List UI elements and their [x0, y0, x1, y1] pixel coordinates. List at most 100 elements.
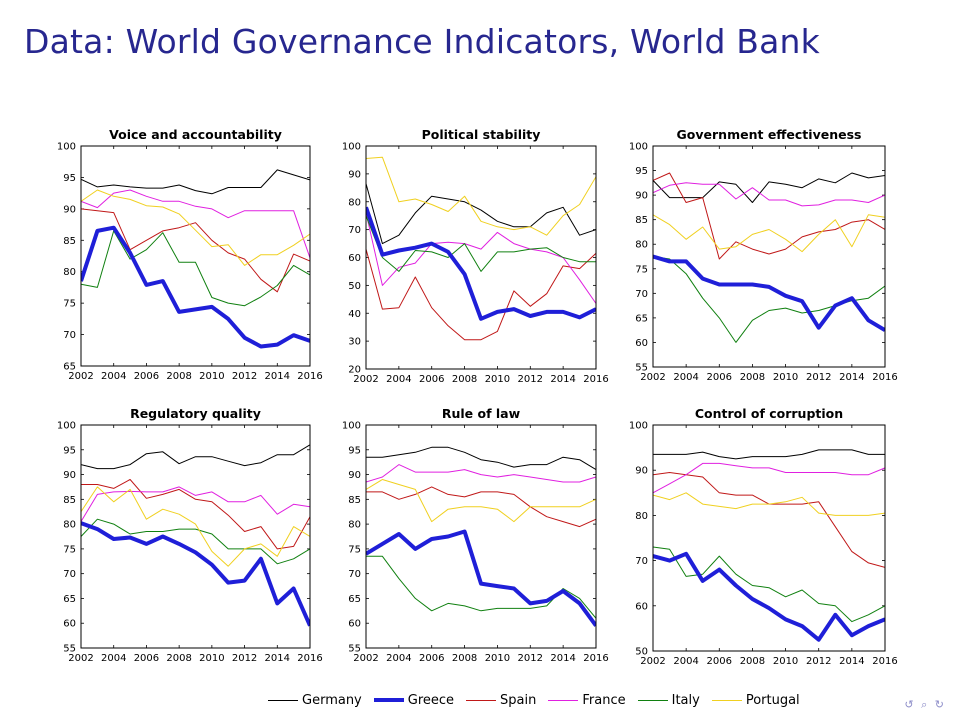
- chart-panel-4: Regulatory quality 2002 2004 2006 2008 2010 20…: [57, 406, 323, 664]
- x-tick-label: 2012: [806, 656, 831, 667]
- navigation-icons[interactable]: ↺ ⌕ ↻: [904, 698, 946, 711]
- legend: Germany Greece Spain France Italy Portugal: [268, 690, 800, 710]
- x-tick-label: 2014: [550, 653, 575, 664]
- y-tick-label: 75: [348, 544, 361, 555]
- legend-label: France: [582, 692, 626, 708]
- series-line-germany: [81, 169, 310, 195]
- x-tick-label: 2008: [740, 372, 765, 383]
- chart-title: Regulatory quality: [130, 406, 261, 421]
- chart-title: Voice and accountability: [109, 127, 282, 142]
- series-line-italy: [653, 546, 885, 623]
- series-line-germany: [653, 172, 885, 203]
- y-tick-label: 55: [348, 644, 361, 655]
- x-tick-label: 2010: [485, 374, 510, 385]
- series-line-portugal: [653, 214, 885, 253]
- series-line-greece: [653, 254, 885, 332]
- legend-label: Spain: [500, 692, 537, 708]
- series-line-spain: [81, 479, 310, 550]
- y-tick-label: 95: [63, 445, 76, 456]
- x-tick-label: 2010: [773, 656, 798, 667]
- series-line-germany: [653, 449, 885, 460]
- x-tick-label: 2014: [265, 371, 290, 382]
- x-tick-label: 2006: [707, 656, 732, 667]
- y-tick-label: 100: [629, 421, 648, 432]
- x-tick-label: 2010: [199, 371, 224, 382]
- y-tick-label: 75: [635, 264, 648, 275]
- x-tick-label: 2004: [673, 656, 698, 667]
- plot-frame: [652, 424, 886, 652]
- y-tick-label: 30: [348, 337, 361, 348]
- y-tick-label: 70: [635, 556, 648, 567]
- x-tick-label: 2014: [839, 656, 864, 667]
- series-line-italy: [366, 215, 596, 272]
- series-line-italy: [81, 518, 310, 565]
- legend-label: Portugal: [745, 692, 800, 708]
- series-line-portugal: [366, 156, 596, 236]
- y-tick-label: 55: [635, 363, 648, 374]
- legend-entry-france: France: [548, 692, 626, 708]
- x-tick-label: 2016: [583, 653, 608, 664]
- series-line-portugal: [366, 479, 596, 523]
- plot-frame: [365, 145, 597, 370]
- legend-swatch: [466, 699, 497, 701]
- x-tick-label: 2008: [452, 374, 477, 385]
- x-tick-label: 2006: [419, 374, 444, 385]
- y-tick-label: 60: [635, 338, 648, 349]
- x-tick-label: 2008: [166, 653, 191, 664]
- legend-swatch: [548, 699, 579, 701]
- legend-entry-germany: Germany: [268, 693, 362, 708]
- y-tick-label: 100: [629, 142, 648, 153]
- series-line-portugal: [81, 486, 310, 567]
- y-tick-label: 80: [348, 197, 361, 208]
- x-tick-label: 2012: [806, 372, 831, 383]
- y-tick-label: 70: [63, 330, 76, 341]
- series-line-germany: [366, 183, 596, 245]
- legend-label: Greece: [407, 692, 455, 708]
- y-tick-label: 100: [57, 421, 76, 432]
- y-tick-label: 100: [342, 142, 361, 153]
- legend-label: Germany: [302, 692, 362, 708]
- x-tick-label: 2014: [839, 372, 864, 383]
- y-tick-label: 60: [635, 601, 648, 612]
- y-tick-label: 65: [635, 313, 648, 324]
- y-tick-label: 80: [635, 511, 648, 522]
- x-tick-label: 2016: [583, 374, 608, 385]
- y-tick-label: 70: [348, 225, 361, 236]
- legend-swatch: [711, 699, 742, 701]
- x-tick-label: 2004: [673, 372, 698, 383]
- series-line-france: [366, 464, 596, 483]
- chart-title: Government effectiveness: [677, 127, 862, 142]
- series-line-italy: [366, 555, 596, 619]
- y-tick-label: 60: [63, 619, 76, 630]
- y-tick-label: 90: [63, 204, 76, 215]
- y-tick-label: 40: [348, 309, 361, 320]
- y-tick-label: 55: [63, 644, 76, 655]
- x-tick-label: 2002: [353, 374, 378, 385]
- chart-panel-3: Government effectiveness 2002 2004 2006 2008…: [629, 127, 898, 383]
- x-tick-label: 2010: [773, 372, 798, 383]
- y-tick-label: 85: [635, 215, 648, 226]
- series-line-france: [81, 189, 310, 259]
- y-tick-label: 90: [348, 470, 361, 481]
- y-tick-label: 80: [63, 520, 76, 531]
- series-line-greece: [366, 529, 596, 627]
- y-tick-label: 65: [63, 594, 76, 605]
- y-tick-label: 75: [63, 299, 76, 310]
- x-tick-label: 2004: [386, 374, 411, 385]
- x-tick-label: 2016: [297, 371, 322, 382]
- series-line-france: [653, 182, 885, 207]
- plot-frame: [80, 424, 311, 649]
- y-tick-label: 85: [63, 495, 76, 506]
- chart-title: Rule of law: [442, 406, 521, 421]
- x-tick-label: 2016: [872, 372, 897, 383]
- legend-entry-greece: Greece: [373, 692, 455, 708]
- legend-label: Italy: [671, 692, 700, 708]
- legend-swatch: [268, 699, 298, 701]
- y-tick-label: 60: [348, 619, 361, 630]
- chart-title: Political stability: [422, 127, 541, 142]
- series-line-portugal: [81, 189, 310, 266]
- x-tick-label: 2008: [452, 653, 477, 664]
- x-tick-label: 2012: [518, 653, 543, 664]
- series-line-greece: [81, 225, 310, 349]
